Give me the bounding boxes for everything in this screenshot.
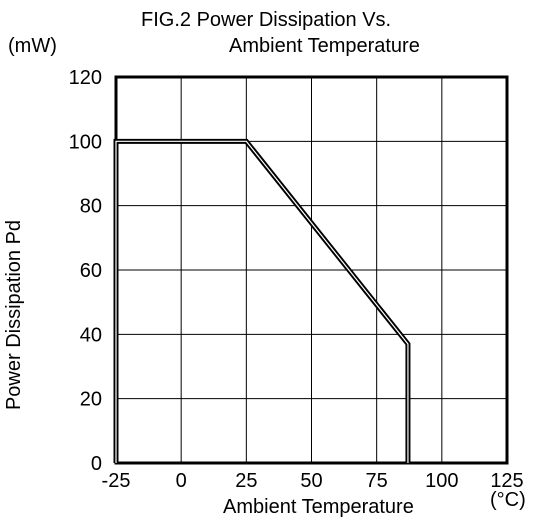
y-axis-unit: (mW) bbox=[8, 35, 57, 57]
y-tick-label: 120 bbox=[69, 67, 102, 89]
x-tick-label: 0 bbox=[176, 470, 187, 492]
y-tick-label: 80 bbox=[80, 196, 102, 218]
series-line-outer bbox=[113, 138, 411, 463]
x-tick-label: 50 bbox=[300, 470, 322, 492]
y-tick-label: 60 bbox=[80, 260, 102, 282]
x-axis-label: Ambient Temperature bbox=[223, 496, 414, 518]
y-tick-label: 100 bbox=[69, 131, 102, 153]
series-line-inner bbox=[115, 140, 409, 463]
y-tick-label: 0 bbox=[91, 453, 102, 475]
y-tick-label: 40 bbox=[80, 324, 102, 346]
chart-title-line2: Ambient Temperature bbox=[229, 35, 420, 57]
x-tick-label: 25 bbox=[235, 470, 257, 492]
x-tick-label: 100 bbox=[425, 470, 458, 492]
x-axis-unit: (°C) bbox=[490, 489, 526, 511]
x-tick-label: -25 bbox=[102, 470, 131, 492]
x-tick-label: 125 bbox=[490, 470, 523, 492]
chart-title-line1: FIG.2 Power Dissipation Vs. bbox=[141, 9, 392, 31]
x-tick-label: 75 bbox=[366, 470, 388, 492]
y-tick-label: 20 bbox=[80, 389, 102, 411]
